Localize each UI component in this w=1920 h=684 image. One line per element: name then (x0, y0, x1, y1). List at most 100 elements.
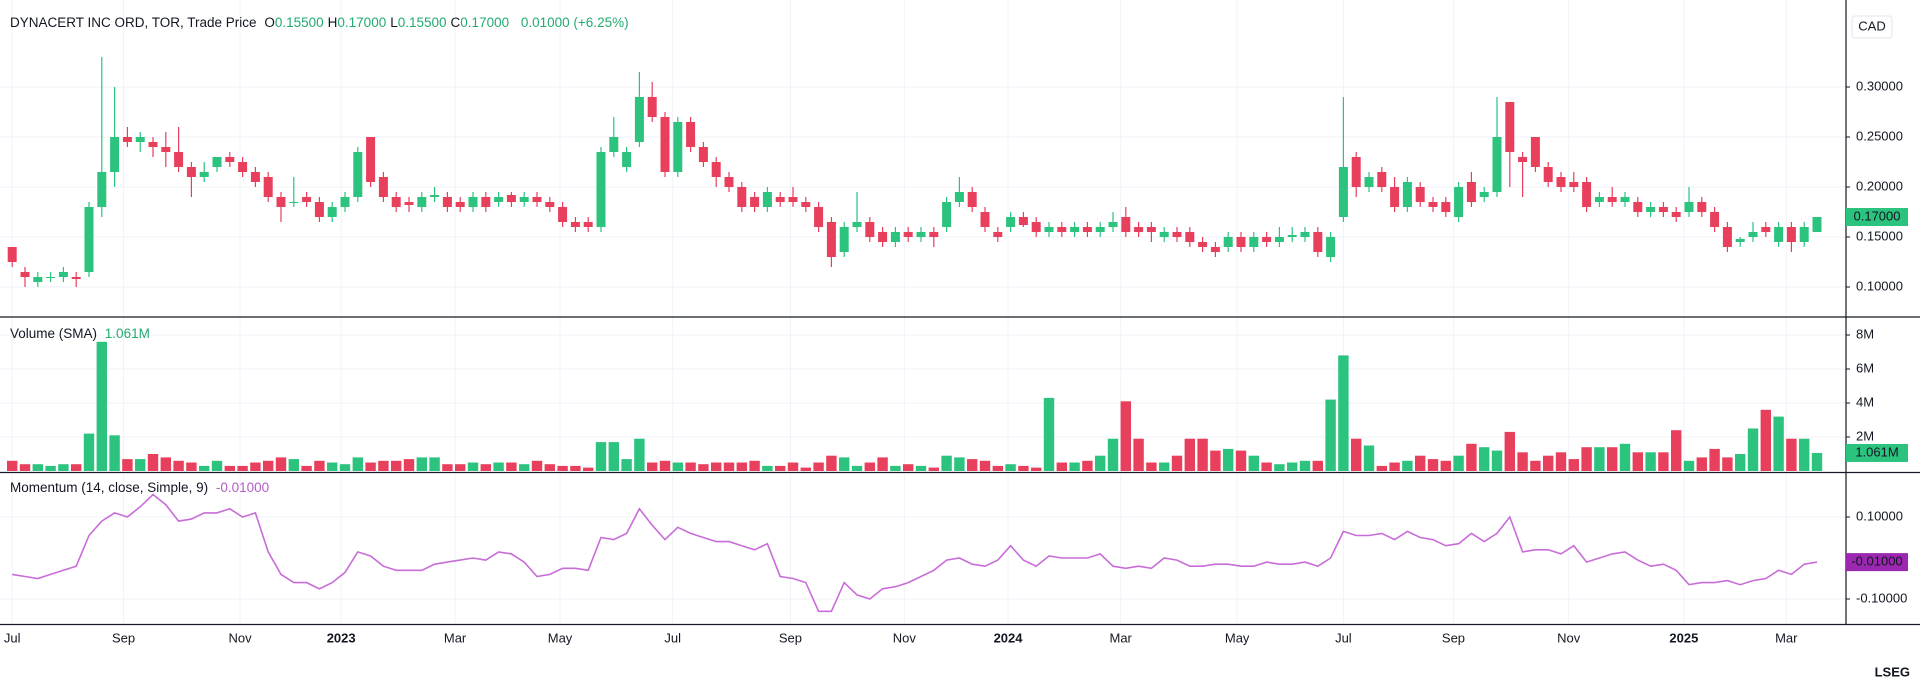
candle-body (1082, 227, 1092, 232)
volume-bar (595, 442, 607, 471)
candle-body (1812, 217, 1822, 232)
candle-body (135, 137, 145, 142)
candle-body (238, 162, 248, 172)
ohlc-key: L (390, 15, 398, 30)
volume-bar (813, 462, 824, 471)
candle-body (1390, 187, 1400, 207)
candle-body (1594, 197, 1604, 202)
candle-body (1466, 182, 1476, 202)
volume-bar (1043, 397, 1055, 471)
candle-body (1671, 212, 1681, 217)
candle-body (250, 172, 260, 182)
volume-bar (1453, 455, 1464, 471)
candle-body (942, 202, 952, 227)
volume-bar (314, 460, 325, 471)
volume-bar (647, 462, 658, 471)
volume-bar (71, 464, 82, 471)
ohlc-legend: O0.15500 H0.17000 L0.15500 C0.17000 (264, 15, 513, 30)
candle-body (1402, 182, 1412, 207)
candle-body (84, 207, 94, 272)
candle-body (673, 122, 683, 172)
y-tick-label: 0.10000 (1856, 278, 1903, 293)
candle-body (1274, 237, 1284, 242)
volume-bar (275, 457, 287, 471)
volume-bar (1479, 447, 1490, 471)
volume-bar (1811, 452, 1823, 471)
volume-bar (1056, 462, 1067, 471)
candle-body (1185, 232, 1195, 242)
volume-bar (967, 459, 978, 471)
x-tick-label: Jul (4, 630, 21, 645)
volume-bar (467, 462, 479, 471)
last-volume-label: 1.061M (1855, 444, 1898, 459)
candle-body (1044, 227, 1054, 232)
candle-body (1620, 197, 1630, 202)
candle-body (1146, 227, 1156, 232)
ohlc-value: 0.15500 (397, 15, 447, 30)
candle-body (212, 157, 222, 167)
volume-bar (1568, 459, 1579, 471)
candle-body (1479, 192, 1489, 197)
volume-bar (1274, 464, 1285, 471)
x-tick-label: Jul (1335, 630, 1352, 645)
candle-body (967, 192, 977, 207)
candle-body (1210, 247, 1220, 252)
volume-bar (1799, 438, 1810, 471)
candle-body (929, 232, 939, 237)
y-tick-label: 0.25000 (1856, 128, 1903, 143)
volume-bar (1095, 455, 1106, 471)
volume-bar (1696, 457, 1707, 471)
volume-bar (416, 457, 427, 471)
candle-body (1697, 202, 1707, 212)
candle-body (852, 222, 862, 227)
candle-body (366, 137, 376, 182)
candle-body (762, 192, 772, 207)
volume-bar (429, 457, 440, 471)
volume-bar (352, 457, 363, 471)
candle-body (1095, 227, 1105, 232)
price-change: 0.01000 (+6.25%) (520, 15, 629, 30)
x-tick-label: 2025 (1669, 630, 1698, 645)
candle-body (122, 137, 132, 142)
candle-body (916, 232, 926, 237)
volume-bar (1133, 438, 1144, 471)
candle-body (545, 202, 555, 207)
candle-body (1057, 227, 1067, 232)
y-tick-label: 0.20000 (1856, 178, 1903, 193)
candle-body (186, 167, 196, 177)
volume-bar (442, 464, 453, 471)
volume-bar (1312, 460, 1323, 471)
volume-bar (1786, 438, 1797, 471)
candle-body (1159, 232, 1169, 237)
volume-bar (1146, 462, 1157, 471)
candle-body (1313, 232, 1323, 252)
volume-bar (890, 465, 901, 471)
candle-body (686, 122, 696, 147)
volume-bar (378, 460, 389, 471)
candle-body (993, 232, 1003, 237)
volume-bar (723, 462, 735, 471)
momentum-title: Momentum (14, close, Simple, 9) (10, 480, 209, 495)
candle-body (1607, 197, 1617, 202)
volume-bar (365, 462, 376, 471)
candle-body (788, 197, 798, 202)
volume-bar (1261, 462, 1272, 471)
x-tick-label: Nov (1557, 630, 1581, 645)
volume-bar (480, 464, 491, 471)
candle-body (199, 172, 209, 177)
y-tick-label: 0.10000 (1856, 508, 1903, 523)
candle-body (1582, 182, 1592, 207)
momentum-value: -0.01000 (215, 480, 270, 495)
volume-bar (1363, 445, 1375, 471)
volume-bar (1376, 465, 1387, 471)
currency-badge (1851, 15, 1893, 39)
candle-body (1530, 137, 1540, 167)
y-tick-label: 0.30000 (1856, 78, 1903, 93)
volume-bar (1504, 431, 1515, 471)
candle-body (417, 197, 427, 207)
candle-body (826, 222, 836, 257)
volume-bar (698, 464, 709, 471)
ohlc-key: O (264, 15, 275, 30)
volume-bar (1389, 462, 1400, 471)
